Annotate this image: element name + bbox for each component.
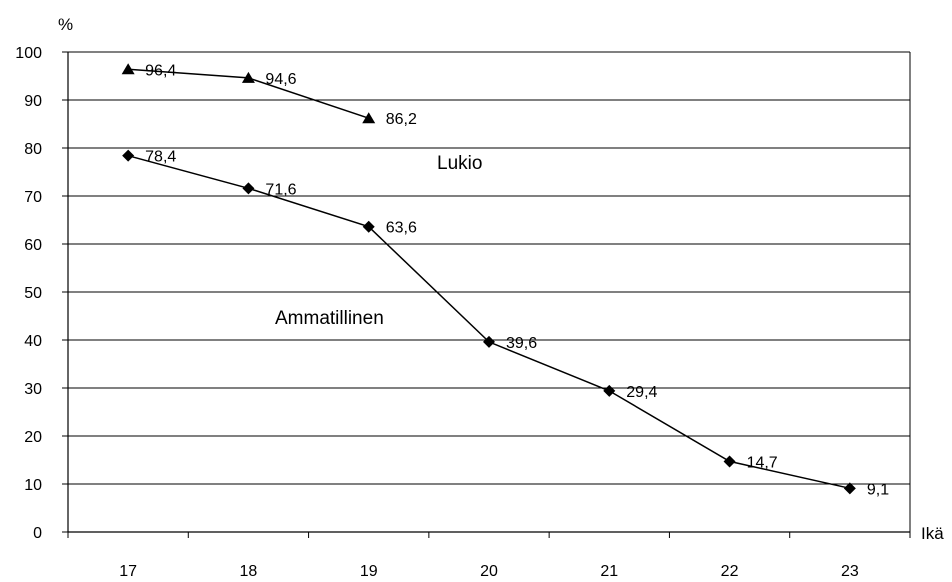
- x-tick-label: 23: [841, 563, 859, 580]
- y-tick-label: 10: [24, 477, 42, 494]
- y-tick-label: 50: [24, 285, 42, 302]
- data-point-diamond: [122, 150, 134, 162]
- series: [122, 63, 856, 494]
- series-line: [128, 156, 850, 489]
- y-tick-label: 80: [24, 141, 42, 158]
- data-label: 9,1: [867, 481, 889, 498]
- x-axis-label: Ikä: [921, 524, 944, 543]
- data-label: 39,6: [506, 335, 537, 352]
- x-tick-label: 19: [360, 563, 378, 580]
- x-tick-label: 21: [600, 563, 618, 580]
- x-tick-label: 20: [480, 563, 498, 580]
- series-label-ammatillinen: Ammatillinen: [275, 308, 384, 329]
- x-tick-label: 17: [119, 563, 137, 580]
- series-label-lukio: Lukio: [437, 153, 482, 174]
- data-label: 63,6: [386, 220, 417, 237]
- data-label: 94,6: [265, 71, 296, 88]
- data-label: 78,4: [145, 149, 176, 166]
- data-label: 86,2: [386, 111, 417, 128]
- data-point-triangle: [362, 112, 375, 123]
- x-tick-label: 18: [240, 563, 258, 580]
- x-tick-label: 22: [721, 563, 739, 580]
- y-tick-label: 70: [24, 189, 42, 206]
- y-tick-label: 100: [15, 45, 42, 62]
- data-point-diamond: [242, 182, 254, 194]
- data-point-diamond: [724, 455, 736, 467]
- data-label: 29,4: [626, 384, 657, 401]
- y-tick-label: 90: [24, 93, 42, 110]
- labels: 96,4 94,6 86,2 78,4 71,6 63,6 39,6 29,4 14,7 9,1 L…: [145, 62, 889, 498]
- data-point-triangle: [122, 63, 135, 74]
- y-tick-label: 60: [24, 237, 42, 254]
- gridlines: [68, 52, 910, 484]
- data-point-diamond: [603, 385, 615, 397]
- y-axis-label: %: [58, 15, 73, 34]
- data-label: 96,4: [145, 62, 176, 79]
- data-label: 14,7: [747, 454, 778, 471]
- y-tick-label: 20: [24, 429, 42, 446]
- y-tick-label: 30: [24, 381, 42, 398]
- data-label: 71,6: [265, 181, 296, 198]
- y-tick-label: 40: [24, 333, 42, 350]
- y-tick-label: 0: [33, 525, 42, 542]
